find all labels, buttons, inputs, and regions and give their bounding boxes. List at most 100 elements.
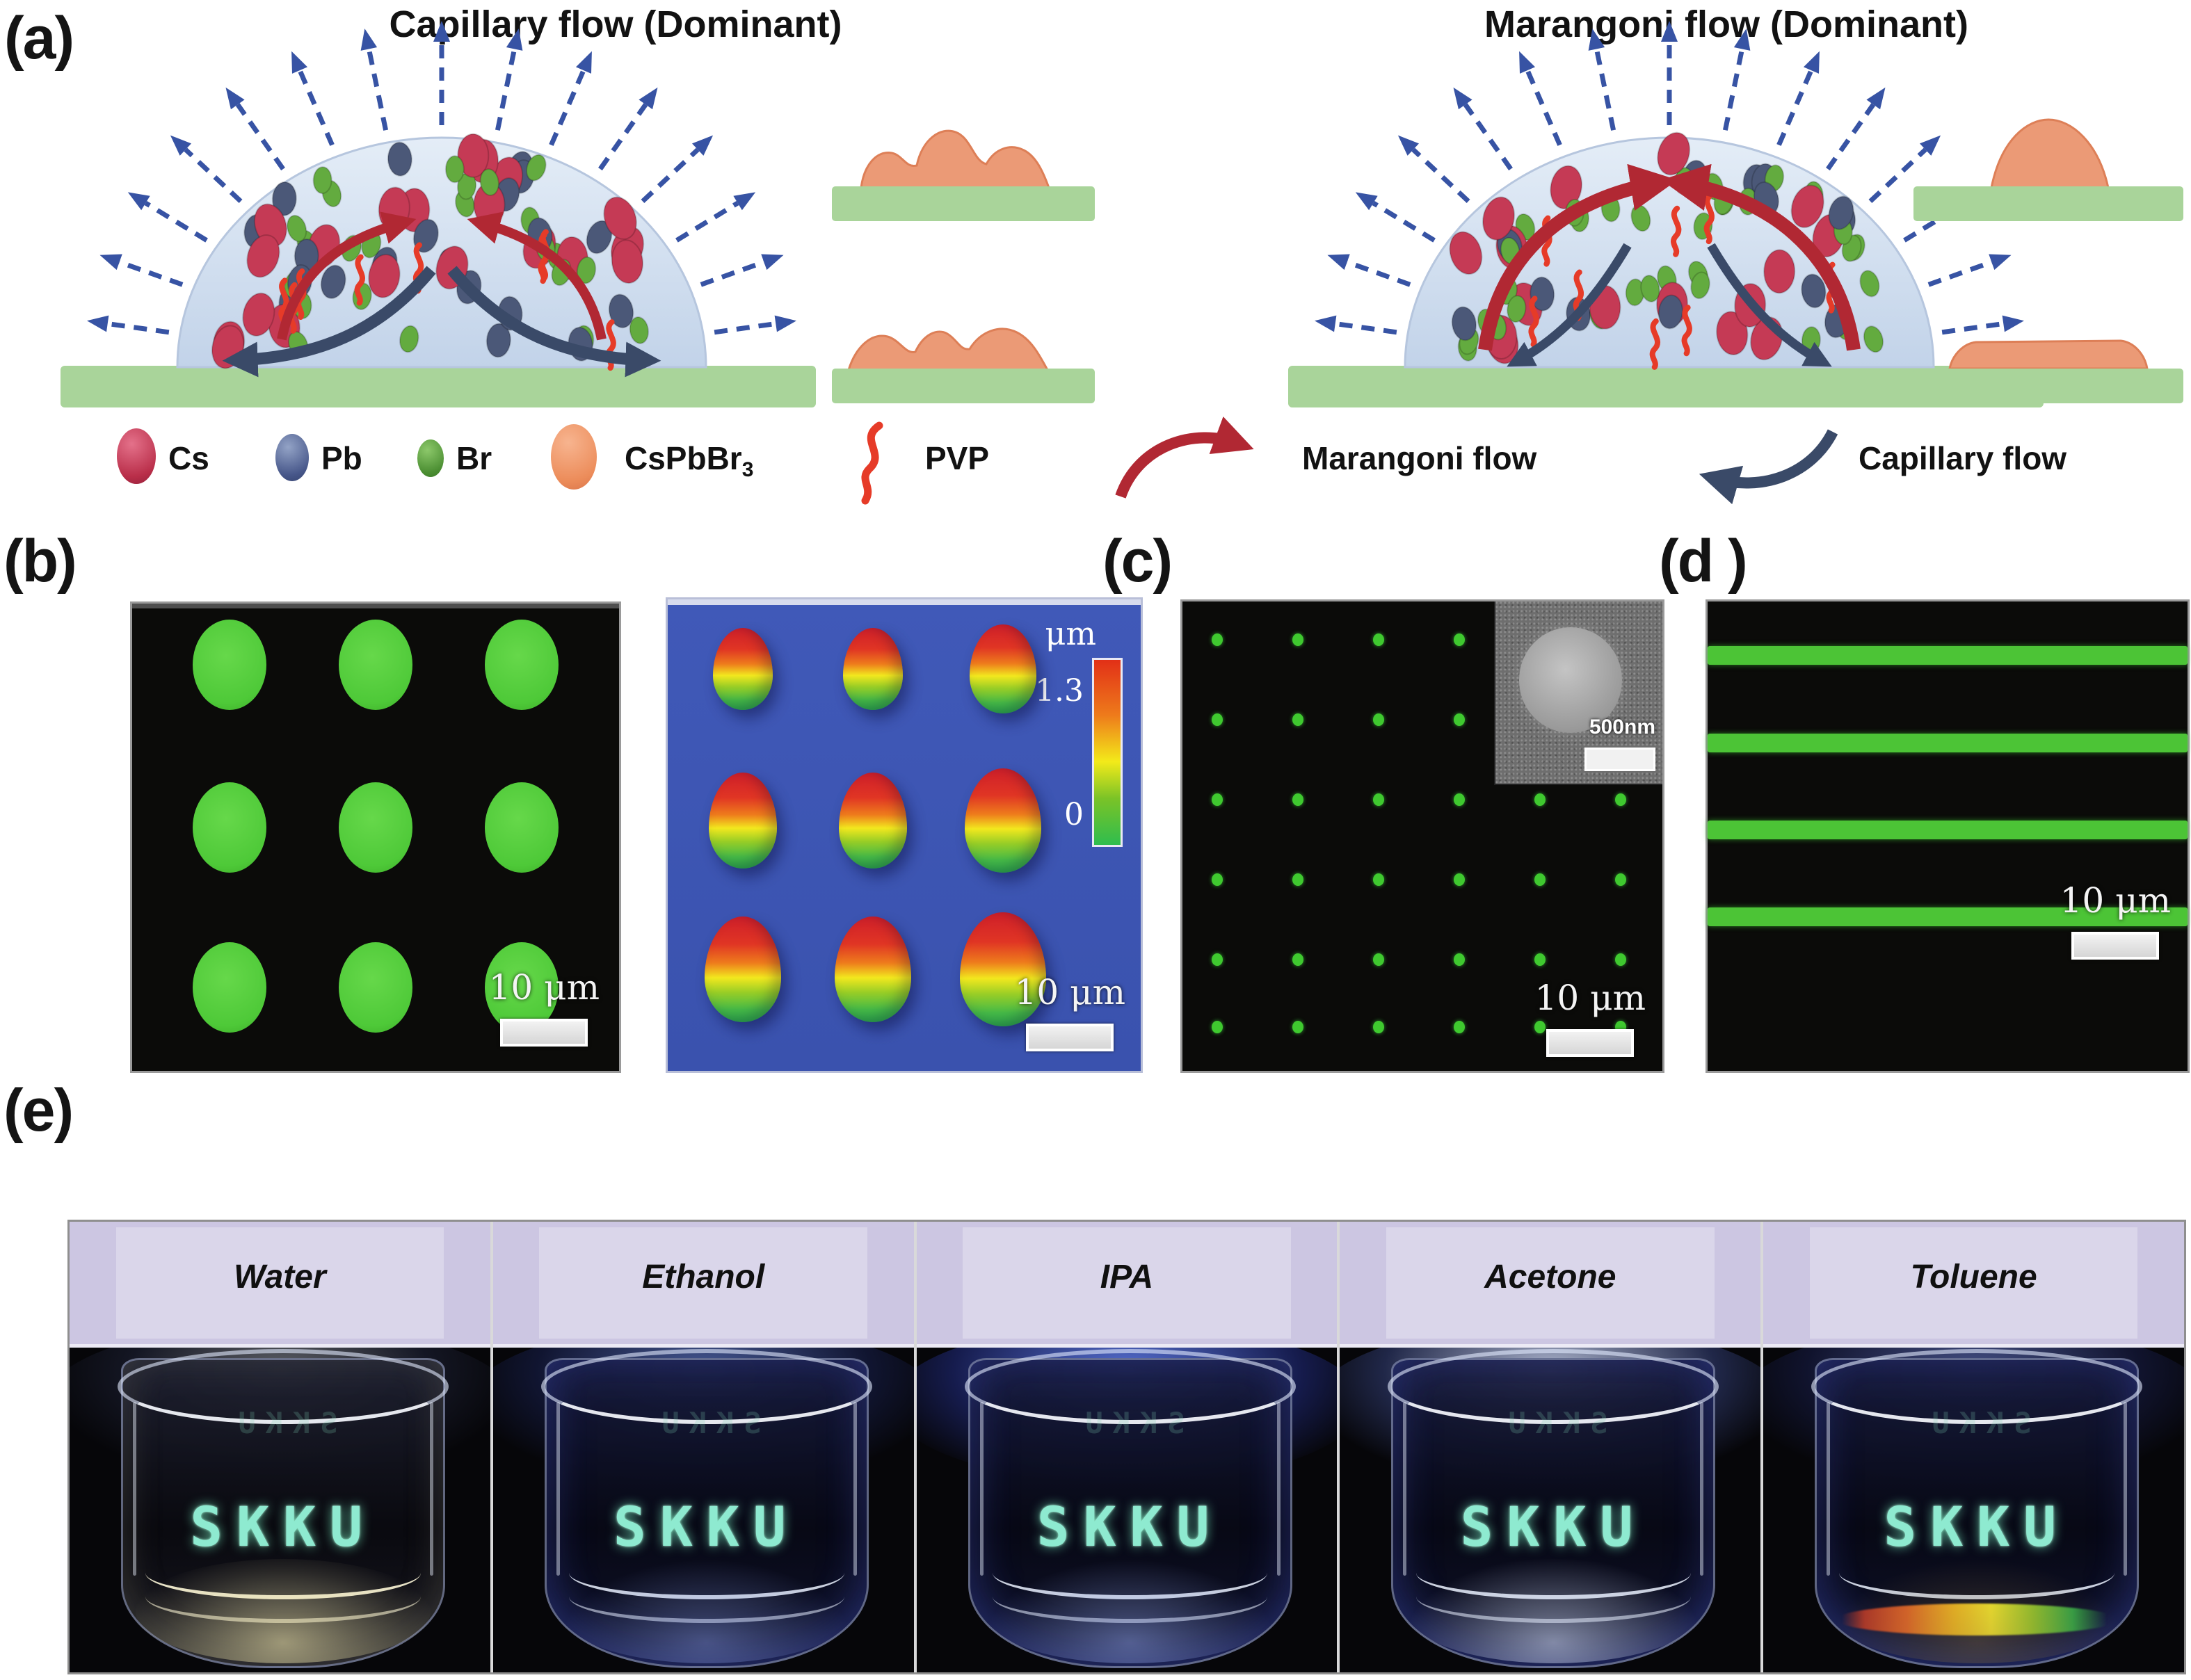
solute-particle <box>485 323 511 358</box>
uv-photo: SKKU SKKU <box>1340 1323 1761 1672</box>
rough-film-icon <box>832 129 1095 403</box>
glass-rim <box>1388 1349 1719 1424</box>
fluorescent-dot-small <box>1212 793 1223 806</box>
solute-particle <box>457 133 490 178</box>
glass-edge <box>1700 1402 1704 1576</box>
glass-bottom-glow <box>136 1559 431 1663</box>
solute-particle <box>608 293 634 329</box>
evaporation-arrow <box>297 69 335 146</box>
marangoni-title: Marangoni flow (Dominant) <box>1484 3 1968 45</box>
legend-pb: Pb <box>321 440 362 476</box>
glass-rim <box>1811 1349 2143 1424</box>
evaporation-arrow <box>1927 259 1993 287</box>
marangoni-flow-arrow <box>467 211 607 341</box>
solvent-label: Toluene <box>1910 1259 2037 1295</box>
height-map-dome <box>713 628 773 710</box>
legend-br: Br <box>456 440 492 476</box>
colorbar-gradient <box>1092 658 1123 847</box>
solute-particle <box>1716 311 1749 356</box>
capillary-flow-arrow <box>1507 243 1632 367</box>
smooth-film-icon <box>1913 118 2183 403</box>
solute-particle <box>1863 325 1884 353</box>
br-sphere-icon <box>417 439 444 477</box>
evaporation-arrow-head <box>1315 315 1337 332</box>
evaporation-arrow <box>700 259 765 287</box>
evaporation-arrow-head <box>761 254 784 270</box>
sem-particle <box>1518 627 1623 733</box>
evaporation-arrow <box>1941 321 2004 335</box>
fluorescent-dot-small <box>1292 713 1303 726</box>
glass-edge <box>853 1402 857 1576</box>
glass-bottom-glow <box>1406 1559 1701 1663</box>
fluorescent-line <box>1708 734 2188 752</box>
solute-particle <box>320 264 346 299</box>
glass-rim <box>540 1349 872 1424</box>
evaporation-arrow-head <box>1989 254 2012 270</box>
substrate-bar <box>832 369 1095 403</box>
evaporation-arrow <box>714 321 776 335</box>
evaporation-arrow-head <box>639 87 658 110</box>
evaporation-arrow-head <box>225 87 245 110</box>
glass-ethanol: SKKU SKKU <box>540 1349 872 1668</box>
line-pattern-image: 10 μm <box>1706 599 2190 1073</box>
fluorescent-dot-small <box>1454 633 1465 646</box>
cspbbr3-main: CsPbBr <box>625 440 742 476</box>
solvent-photo-strip: SKKU SKKU Water SKKU <box>67 1220 2186 1674</box>
fluorescent-dot-small <box>1454 953 1465 966</box>
sem-scale-label: 500nm <box>1589 716 1655 738</box>
evaporation-arrow-head <box>1355 192 1378 211</box>
scale-bar: 10 μm <box>2060 880 2171 960</box>
fluorescent-dot <box>193 782 266 873</box>
substrate-bar <box>61 366 816 407</box>
glass-bottom-glow <box>559 1559 854 1663</box>
solute-particle <box>312 166 332 195</box>
glass-ipa: SKKU SKKU <box>964 1349 1296 1668</box>
evaporation-arrow <box>1826 103 1876 171</box>
solute-particle <box>1449 231 1483 275</box>
sem-scale-bar <box>1584 748 1655 771</box>
evaporation-arrow-head <box>1866 87 1886 110</box>
glass-reflection-text: SKKU <box>652 1406 762 1440</box>
fluorescent-dot-small <box>1454 793 1465 806</box>
solvent-label-band: Toluene <box>1763 1222 2184 1348</box>
fluorescent-dot-small <box>1373 1021 1384 1033</box>
glass-water: SKKU SKKU <box>118 1349 449 1668</box>
legend-capillary-flow: Capillary flow <box>1859 440 2067 476</box>
dot-pattern-image: 500nm 10 μm <box>1180 599 1664 1073</box>
image-edge <box>132 604 619 608</box>
fluorescent-dot <box>485 782 559 873</box>
evaporation-arrow-head <box>691 135 714 156</box>
evaporation-arrow-head <box>1397 135 1420 156</box>
solute-particle <box>1763 249 1796 294</box>
cspbbr3-sphere-icon <box>551 424 597 490</box>
capillary-title: Capillary flow (Dominant) <box>389 3 842 45</box>
solvent-label-band: Ethanol <box>492 1222 914 1348</box>
evaporation-arrow <box>1776 69 1814 146</box>
evaporation-arrow-head <box>127 192 150 211</box>
solute-particle <box>1790 184 1824 229</box>
solute-particle <box>1482 196 1516 241</box>
solvent-label-band: Water <box>70 1222 490 1348</box>
cspbbr3-sub: 3 <box>741 458 754 481</box>
glass-edge <box>979 1402 984 1576</box>
evaporation-arrow-head <box>1803 51 1820 74</box>
scale-bar-rect <box>1546 1029 1635 1057</box>
fluorescent-dot-small <box>1292 953 1303 966</box>
evaporation-arrow-head <box>774 315 796 332</box>
evaporation-arrow <box>1722 48 1745 131</box>
panel-e-label: (e) <box>3 1077 74 1144</box>
height-map-dome <box>835 916 911 1022</box>
evaporation-arrow-head <box>1453 87 1472 110</box>
fluorescent-dot <box>339 620 412 710</box>
fluorescent-line <box>1708 907 2188 926</box>
fluorescent-dot-small <box>1373 713 1384 726</box>
solute-particle <box>271 181 297 216</box>
scale-bar-rect <box>1026 1024 1114 1051</box>
solute-particle <box>399 325 419 353</box>
evaporation-arrow <box>641 147 700 203</box>
evaporation-arrow <box>1335 321 1397 335</box>
scale-bar: 10 μm <box>1015 972 1125 1051</box>
solute-particle <box>1801 273 1827 309</box>
rainbow-band <box>1836 1604 2118 1635</box>
marangoni-flow-arrow <box>1478 163 1678 351</box>
